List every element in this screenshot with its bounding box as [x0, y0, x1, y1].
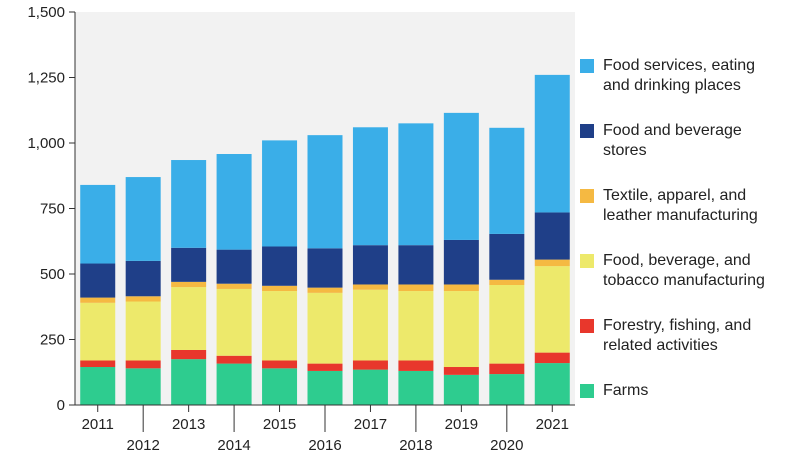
- bar-segment-2014-s4: [216, 249, 252, 284]
- bar-segment-2015-s5: [262, 140, 298, 247]
- bar-segment-2011-s0: [80, 367, 116, 405]
- bar-segment-2019-s0: [443, 374, 479, 405]
- bar-segment-2019-s3: [443, 284, 479, 292]
- legend-swatch-food-services: [580, 59, 594, 73]
- bar-segment-2020-s3: [489, 279, 525, 285]
- bar-segment-2020-s5: [489, 127, 525, 234]
- legend-swatch-textile: [580, 189, 594, 203]
- legend-swatch-food-beverage-stores: [580, 124, 594, 138]
- x-tick-label-2020: 2020: [490, 437, 523, 454]
- bar-segment-2013-s0: [171, 359, 207, 405]
- bar-segment-2015-s0: [262, 368, 298, 405]
- bar-segment-2014-s1: [216, 355, 252, 364]
- legend-swatch-farms: [580, 384, 594, 398]
- bar-segment-2017-s1: [352, 360, 388, 370]
- bar-segment-2018-s0: [398, 370, 434, 405]
- x-tick-label-2019: 2019: [445, 416, 478, 433]
- bar-segment-2016-s0: [307, 370, 343, 405]
- bar-segment-2016-s3: [307, 287, 343, 293]
- bar-segment-2021-s0: [534, 363, 570, 405]
- bar-segment-2016-s2: [307, 292, 343, 364]
- bar-segment-2011-s3: [80, 297, 116, 303]
- bar-segment-2011-s1: [80, 360, 116, 368]
- bar-segment-2014-s2: [216, 288, 252, 356]
- bar-segment-2015-s3: [262, 285, 298, 292]
- bar-segment-2020-s2: [489, 285, 525, 364]
- x-tick-label-2012: 2012: [126, 437, 159, 454]
- bar-segment-2014-s3: [216, 283, 252, 289]
- legend-label-farms: Farms: [603, 382, 649, 399]
- bar-segment-2015-s1: [262, 360, 298, 369]
- legend-swatch-forestry: [580, 319, 594, 333]
- bar-segment-2013-s3: [171, 281, 207, 288]
- bar-segment-2011-s2: [80, 302, 116, 361]
- legend-label-forestry: Forestry, fishing, and related activities: [603, 317, 752, 354]
- bar-segment-2014-s5: [216, 154, 252, 250]
- bar-segment-2017-s5: [352, 127, 388, 246]
- legend-label-food-services: Food services, eating and drinking places: [603, 57, 756, 94]
- legend-label-food-beverage-stores: Food and beverage stores: [603, 122, 742, 159]
- bar-segment-2021-s3: [534, 259, 570, 267]
- bar-segment-2019-s1: [443, 367, 479, 375]
- bar-segment-2021-s2: [534, 266, 570, 353]
- bar-segment-2016-s4: [307, 248, 343, 288]
- x-tick-label-2021: 2021: [536, 416, 569, 433]
- bar-segment-2013-s1: [171, 349, 207, 360]
- bar-segment-2014-s0: [216, 363, 252, 405]
- x-tick-label-2016: 2016: [308, 437, 341, 454]
- bar-segment-2018-s5: [398, 123, 434, 246]
- bar-segment-2012-s5: [125, 177, 161, 261]
- legend-swatch-food-manufacturing: [580, 254, 594, 268]
- y-tick-label-4: 1,000: [27, 135, 65, 152]
- x-tick-label-2017: 2017: [354, 416, 387, 433]
- bar-segment-2013-s4: [171, 247, 207, 282]
- bar-segment-2018-s4: [398, 245, 434, 285]
- bar-segment-2020-s1: [489, 363, 525, 375]
- bar-segment-2021-s5: [534, 74, 570, 213]
- bar-segment-2012-s3: [125, 296, 161, 302]
- bar-segment-2020-s4: [489, 233, 525, 280]
- bar-segment-2017-s2: [352, 289, 388, 361]
- y-tick-label-6: 1,500: [27, 4, 65, 21]
- bar-segment-2017-s0: [352, 369, 388, 405]
- bar-segment-2018-s3: [398, 284, 434, 292]
- bar-segment-2012-s4: [125, 260, 161, 297]
- x-tick-label-2015: 2015: [263, 416, 296, 433]
- bar-segment-2017-s3: [352, 284, 388, 290]
- bar-segment-2019-s5: [443, 112, 479, 240]
- bar-segment-2018-s1: [398, 360, 434, 371]
- y-tick-label-0: 0: [57, 397, 65, 414]
- y-tick-label-3: 750: [40, 201, 65, 218]
- bar-segment-2012-s1: [125, 360, 161, 369]
- bar-segment-2019-s2: [443, 291, 479, 368]
- bar-segment-2015-s2: [262, 291, 298, 361]
- y-tick-label-2: 500: [40, 266, 65, 283]
- bar-segment-2012-s0: [125, 368, 161, 405]
- bar-segment-2021-s4: [534, 212, 570, 260]
- bar-segment-2016-s1: [307, 363, 343, 371]
- y-tick-label-1: 250: [40, 332, 65, 349]
- bar-segment-2021-s1: [534, 352, 570, 364]
- bar-segment-2020-s0: [489, 374, 525, 405]
- bar-segment-2016-s5: [307, 135, 343, 249]
- legend-label-textile: Textile, apparel, and leather manufacturi…: [603, 187, 758, 224]
- bar-segment-2018-s2: [398, 291, 434, 361]
- bar-segment-2011-s5: [80, 184, 116, 264]
- x-tick-label-2013: 2013: [172, 416, 205, 433]
- bar-segment-2015-s4: [262, 246, 298, 286]
- bar-segment-2013-s2: [171, 287, 207, 350]
- bar-segment-2017-s4: [352, 245, 388, 285]
- y-tick-label-5: 1,250: [27, 70, 65, 87]
- bar-segment-2019-s4: [443, 239, 479, 285]
- x-tick-label-2011: 2011: [82, 416, 114, 433]
- legend-label-food-manufacturing: Food, beverage, and tobacco manufacturing: [603, 252, 765, 289]
- bar-segment-2012-s2: [125, 301, 161, 361]
- bar-segment-2013-s5: [171, 160, 207, 248]
- x-tick-label-2018: 2018: [399, 437, 432, 454]
- bar-segment-2011-s4: [80, 263, 116, 298]
- x-tick-label-2014: 2014: [217, 437, 250, 454]
